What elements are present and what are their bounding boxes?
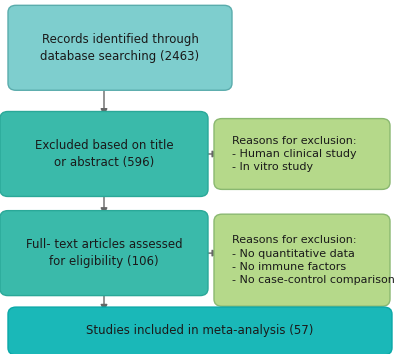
Text: Reasons for exclusion:
- No quantitative data
- No immune factors
- No case-cont: Reasons for exclusion: - No quantitative… [232,235,395,285]
Text: Studies included in meta-analysis (57): Studies included in meta-analysis (57) [86,325,314,337]
Text: Full- text articles assessed
for eligibility (106): Full- text articles assessed for eligibi… [26,238,182,268]
FancyBboxPatch shape [8,5,232,90]
FancyBboxPatch shape [214,214,390,306]
Text: Excluded based on title
or abstract (596): Excluded based on title or abstract (596… [35,139,173,169]
Text: Records identified through
database searching (2463): Records identified through database sear… [40,33,200,63]
FancyBboxPatch shape [8,307,392,354]
FancyBboxPatch shape [0,112,208,196]
FancyBboxPatch shape [214,119,390,189]
FancyBboxPatch shape [0,211,208,296]
Text: Reasons for exclusion:
- Human clinical study
- In vitro study: Reasons for exclusion: - Human clinical … [232,136,357,172]
